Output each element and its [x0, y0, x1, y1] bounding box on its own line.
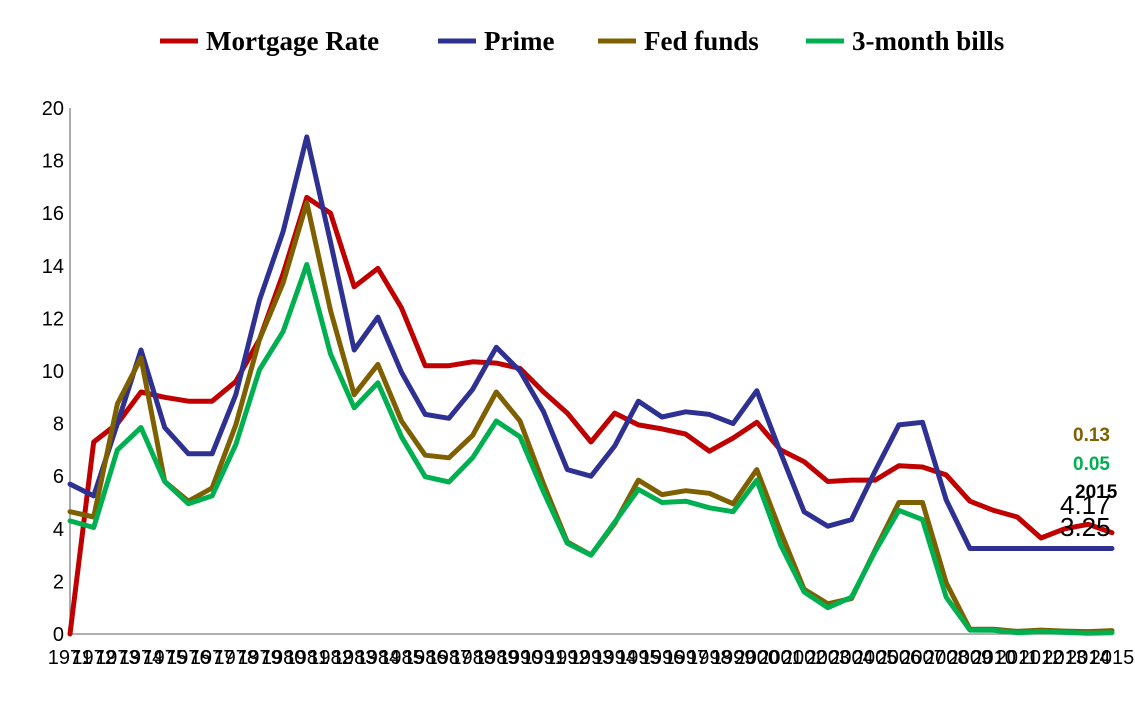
x-tick-label: 2003: [806, 647, 851, 669]
x-tick-label: 2012: [1019, 647, 1064, 669]
series-line-3-month-bills: [67, 262, 1115, 636]
y-tick-label: 12: [42, 308, 64, 330]
y-tick-label: 2: [53, 571, 64, 593]
x-tick-label: 2009: [948, 647, 993, 669]
y-tick-label: 4: [53, 519, 64, 541]
x-axis: 1971197219731974197519761977197819791980…: [48, 633, 1135, 669]
x-tick-label: 1991: [521, 647, 566, 669]
x-tick-label: 1987: [427, 647, 472, 669]
end-label-bills: 0.05: [1073, 454, 1110, 475]
x-tick-label: 2008: [924, 647, 969, 669]
x-tick-label: 1984: [356, 647, 401, 669]
x-tick-label: 1973: [95, 647, 140, 669]
x-tick-label: 2004: [829, 647, 874, 669]
x-tick-label: 2013: [1042, 647, 1087, 669]
x-tick-label: 1985: [379, 647, 424, 669]
x-tick-label: 1974: [119, 647, 164, 669]
legend-label: Prime: [484, 26, 554, 56]
x-tick-label: 2001: [758, 647, 803, 669]
x-tick-label: 2000: [735, 647, 780, 669]
x-tick-label: 1988: [450, 647, 495, 669]
y-tick-label: 0: [53, 624, 64, 646]
x-tick-label: 2014: [1066, 647, 1111, 669]
x-tick-label: 1977: [190, 647, 235, 669]
y-tick-label: 14: [42, 256, 64, 278]
x-tick-label: 1997: [663, 647, 708, 669]
x-tick-label: 1983: [332, 647, 377, 669]
x-tick-label: 1995: [616, 647, 661, 669]
x-tick-label: 1975: [142, 647, 187, 669]
x-tick-label: 2015: [1090, 647, 1135, 669]
y-axis: 0 2 4 6 8 10 12 14 16 18 20: [42, 98, 71, 646]
x-tick-label: 1990: [498, 647, 543, 669]
y-tick-label: 10: [42, 361, 64, 383]
x-tick-label: 1972: [71, 647, 116, 669]
x-tick-label: 1981: [285, 647, 330, 669]
x-tick-label: 1971: [48, 647, 93, 669]
x-tick-label: 2011: [996, 647, 1039, 669]
end-label-mortgage: 4.17: [1060, 490, 1111, 520]
x-tick-label: 1989: [474, 647, 519, 669]
end-label-year: 2015: [1075, 482, 1118, 503]
y-tick-label: 18: [42, 151, 64, 173]
x-tick-label: 1993: [569, 647, 614, 669]
x-tick-label: 2007: [900, 647, 945, 669]
x-tick-label: 1999: [711, 647, 756, 669]
y-tick-label: 8: [53, 414, 64, 436]
legend-label: Mortgage Rate: [206, 26, 379, 56]
legend-label: 3-month bills: [852, 26, 1004, 56]
end-label-prime: 3.25: [1060, 512, 1111, 542]
end-labels: 0.13 0.05 2015 4.17 3.25: [1060, 425, 1118, 542]
x-tick-label: 1992: [545, 647, 590, 669]
y-tick-label: 16: [42, 203, 64, 225]
legend: Mortgage Rate Prime Fed funds 3-month bills: [160, 26, 1004, 56]
x-tick-label: 1976: [166, 647, 211, 669]
x-tick-label: 1996: [640, 647, 685, 669]
series-line-prime: [67, 134, 1115, 551]
x-tick-label: 1979: [237, 647, 282, 669]
x-tick-label: 2010: [971, 647, 1016, 669]
x-tick-label: 2005: [853, 647, 898, 669]
y-tick-label: 6: [53, 466, 64, 488]
x-tick-label: 1982: [308, 647, 353, 669]
x-tick-label: 1994: [592, 647, 637, 669]
x-tick-label: 1998: [687, 647, 732, 669]
x-tick-label: 1980: [261, 647, 306, 669]
series-lines: [67, 134, 1115, 637]
legend-label: Fed funds: [644, 26, 759, 56]
x-tick-label: 2006: [877, 647, 922, 669]
x-tick-label: 1978: [214, 647, 259, 669]
x-tick-label: 1986: [403, 647, 448, 669]
end-label-fed-funds: 0.13: [1073, 425, 1110, 446]
y-tick-label: 20: [42, 98, 64, 120]
x-tick-label: 2002: [782, 647, 827, 669]
